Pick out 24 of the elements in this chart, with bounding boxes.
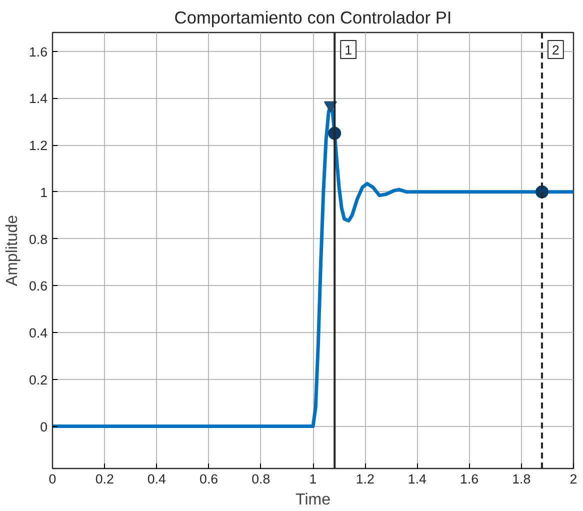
- y-tick-label: 1.4: [28, 91, 48, 106]
- x-tick-label: 0.6: [200, 472, 218, 486]
- x-tick-label: 0.8: [252, 472, 270, 486]
- y-axis-title: Amplitude: [4, 214, 21, 286]
- y-tick-label: 0.2: [28, 372, 48, 388]
- y-tick-label: 0.4: [28, 326, 48, 341]
- x-tick-label: 1.2: [356, 472, 374, 486]
- x-tick-label: 1.4: [408, 472, 428, 486]
- x-tick-label: 1.6: [460, 472, 479, 486]
- y-tick-label: 1.2: [28, 138, 48, 154]
- x-tick-label: 0.4: [147, 472, 167, 486]
- y-tick-label: 0.6: [28, 278, 48, 294]
- y-tick-label: 0.8: [28, 232, 48, 247]
- chart-title: Comportamiento con Controlador PI: [174, 8, 452, 28]
- y-tick-label: 1.6: [28, 44, 48, 60]
- x-tick-label: 0.2: [95, 472, 114, 486]
- x-tick-label: 1.8: [512, 472, 531, 486]
- x-tick-label: 2: [570, 472, 578, 486]
- x-tick-label: 1: [309, 472, 317, 486]
- x-axis-title: Time: [296, 492, 331, 508]
- y-tick-label: 1: [40, 184, 48, 200]
- ref-line-label: 2: [552, 42, 560, 58]
- y-tick-label: 0: [40, 419, 48, 434]
- ref-line-label: 1: [344, 42, 352, 58]
